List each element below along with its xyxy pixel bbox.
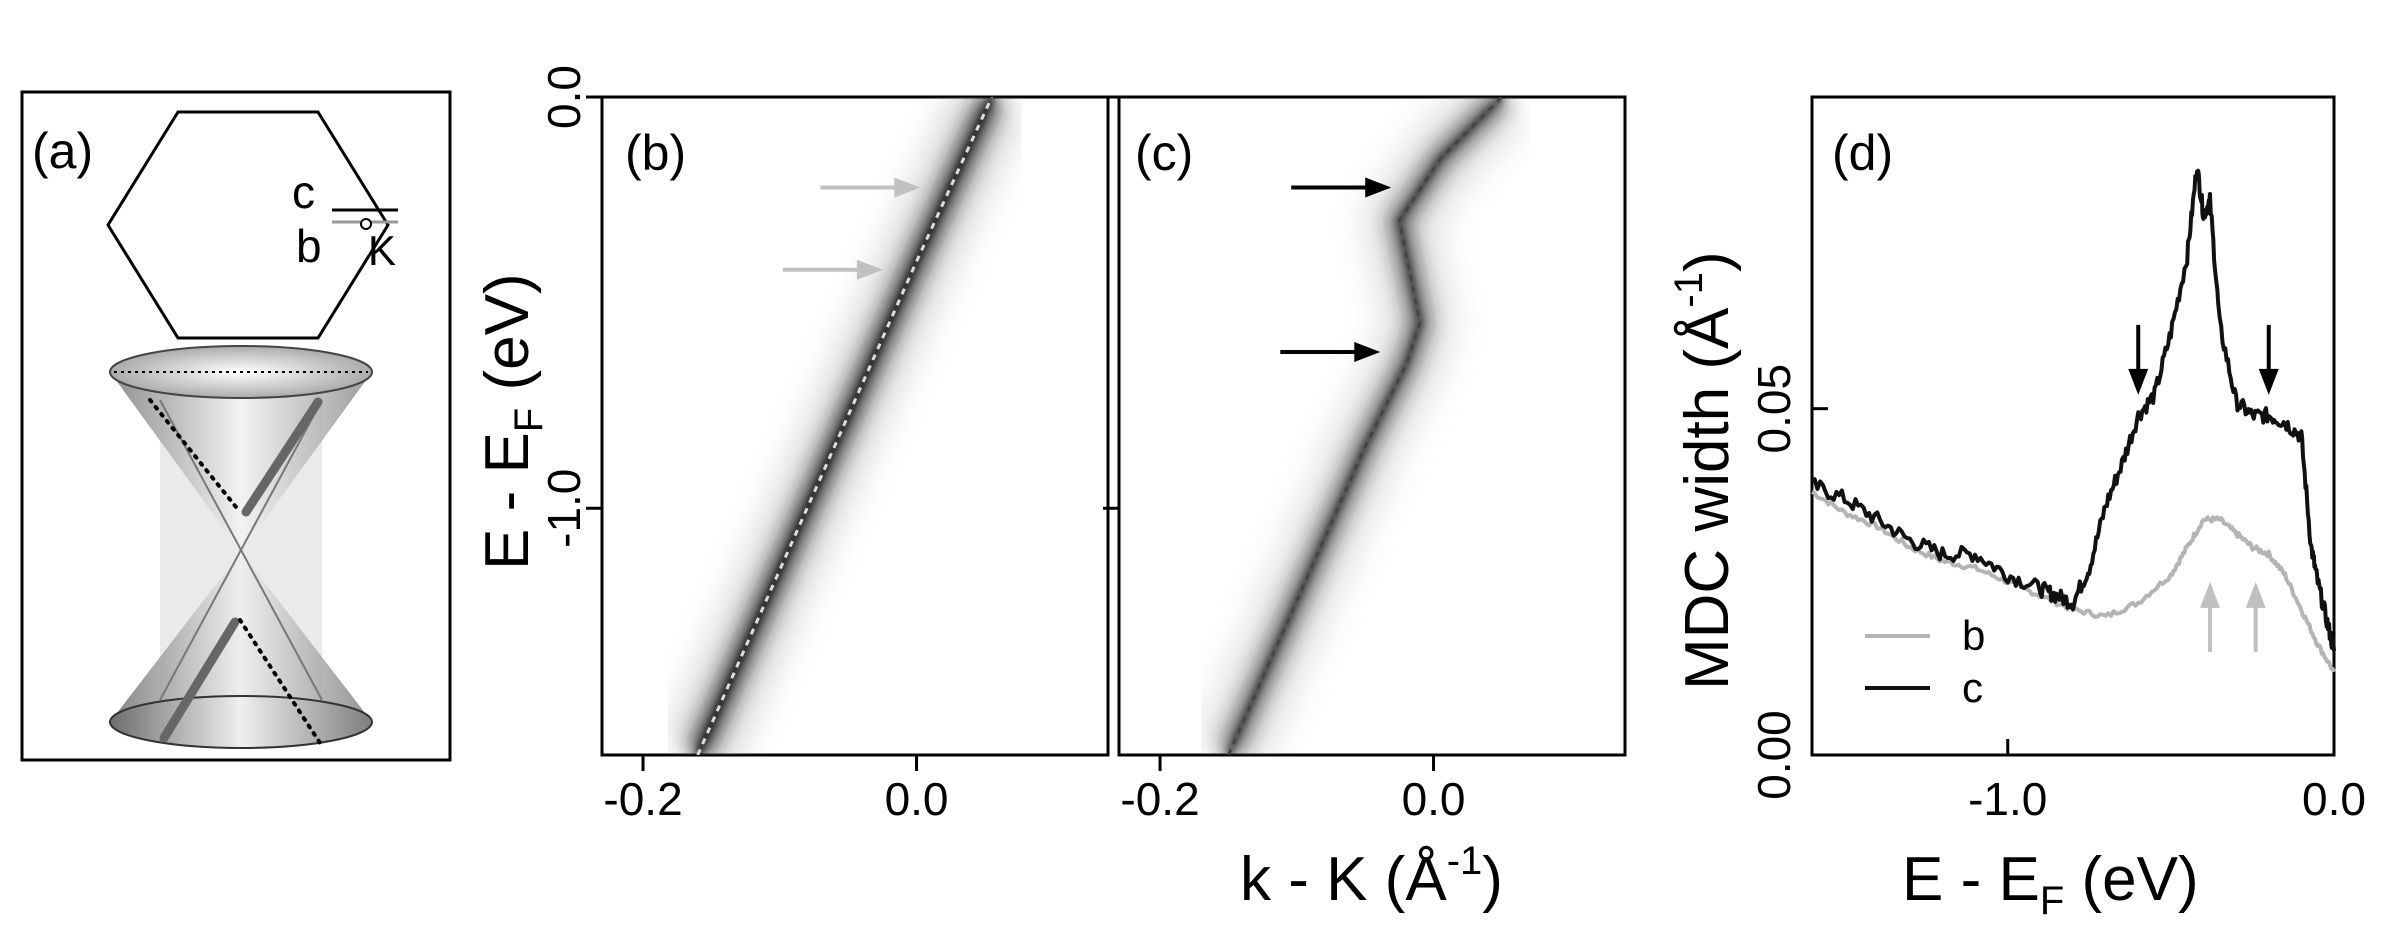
- bc-xlabel-end: ): [1482, 845, 1503, 914]
- panel-d-frame: [1810, 95, 2336, 757]
- panel-b: (b): [600, 95, 1110, 757]
- y-tick-label: 0.00: [1748, 710, 1800, 800]
- bc-xlabel: k - K (Å-1): [1240, 839, 1503, 914]
- feature-arrow-gray-head: [2245, 581, 2266, 608]
- bc-ylabel-main: E - E: [473, 432, 542, 570]
- panel-d: (d) -1.0 0.0 0.00 0.05 b c: [1748, 95, 2366, 825]
- d-ylabel-end: ): [1673, 251, 1742, 272]
- kink-arrow-head: [1354, 341, 1381, 362]
- d-xlabel-main: E - E: [1902, 845, 2040, 914]
- lower-cone: [110, 552, 372, 722]
- y-tick-label: 0.0: [538, 65, 590, 129]
- x-tick-label: -1.0: [1968, 773, 2047, 825]
- cut-label-c: c: [292, 166, 315, 218]
- band-lower-solid: [159, 617, 240, 743]
- map-content: [665, 97, 1024, 755]
- x-tick-label: 0.0: [1402, 773, 1466, 825]
- series-line-c: [1811, 168, 2336, 652]
- legend-label-c: c: [1962, 664, 1983, 711]
- bc-xlabel-sup: -1: [1447, 839, 1483, 883]
- mdc-peak-dispersion: [696, 97, 994, 755]
- cone-generatrix-2: [159, 399, 323, 701]
- feature-arrow-black-head: [2128, 368, 2149, 395]
- band-lower-dotted: [238, 618, 324, 748]
- map-content: [1196, 97, 1527, 755]
- y-tick-label: -1.0: [538, 469, 590, 548]
- d-xlabel-unit: (eV): [2064, 845, 2198, 914]
- bc-ylabel: E - EF (eV): [473, 273, 551, 570]
- x-tick-label: -0.2: [1120, 773, 1199, 825]
- brillouin-zone-hexagon: [106, 110, 390, 340]
- legend-label-b: b: [1962, 612, 1985, 659]
- panel-d-label: (d): [1832, 125, 1893, 181]
- x-tick-label: 0.0: [2302, 773, 2366, 825]
- panel-c: (c): [1117, 95, 1627, 757]
- kink-arrow-head: [894, 177, 921, 198]
- bc-xlabel-main: k - K (Å: [1240, 845, 1447, 914]
- d-ylabel: MDC width (Å-1): [1667, 251, 1742, 690]
- bc-ylabel-unit: (eV): [473, 273, 542, 407]
- panel-a-label: (a): [32, 123, 93, 179]
- dirac-cone-illustration: [109, 345, 373, 749]
- lower-cone-rim: [109, 695, 373, 749]
- panel-c-label: (c): [1135, 125, 1193, 181]
- d-ylabel-sup: -1: [1667, 272, 1711, 308]
- d-ylabel-main: MDC width (Å: [1673, 307, 1742, 690]
- k-point-label: K: [368, 227, 396, 274]
- panel-b-label: (b): [625, 125, 686, 181]
- k-point-marker: [360, 218, 372, 230]
- series-line-b: [1811, 490, 2336, 673]
- kink-arrow-head: [1365, 177, 1392, 198]
- mdc-peak-dispersion: [1227, 97, 1503, 755]
- d-xlabel: E - EF (eV): [1902, 845, 2199, 923]
- band-upper-dotted: [148, 398, 242, 514]
- x-tick-label: 0.0: [885, 773, 949, 825]
- d-xlabel-sub: F: [2040, 879, 2064, 923]
- feature-arrow-black-head: [2258, 368, 2279, 395]
- x-tick-label: -0.2: [603, 773, 682, 825]
- y-tick-label: 0.05: [1748, 364, 1800, 454]
- kink-arrow-head: [856, 259, 883, 280]
- feature-arrow-gray-head: [2200, 581, 2221, 608]
- band-upper-solid: [241, 397, 323, 517]
- panel-a: (a) c b K: [20, 90, 452, 762]
- cut-label-b: b: [296, 220, 322, 272]
- bc-ylabel-sub: F: [507, 408, 551, 432]
